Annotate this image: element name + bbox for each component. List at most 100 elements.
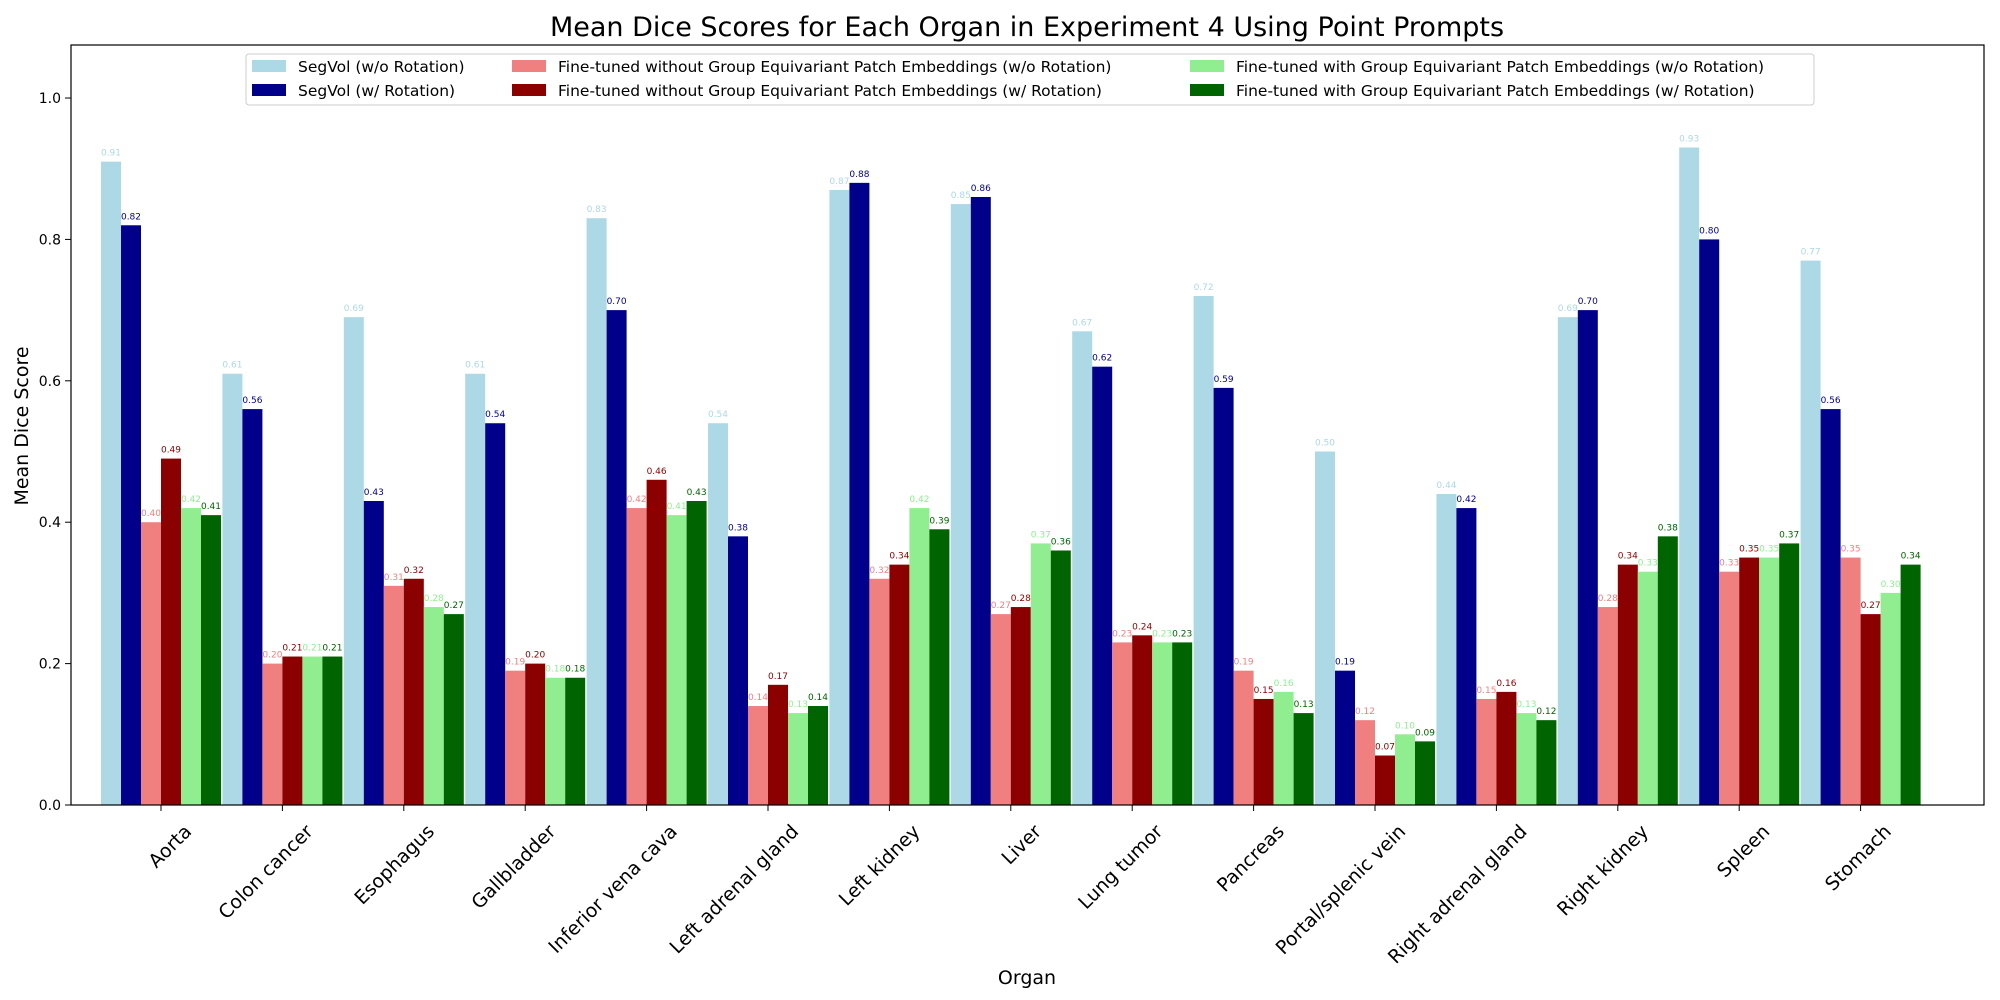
data-label-3-11: 0.16 — [1496, 679, 1516, 689]
bar-2-10 — [1355, 720, 1375, 805]
bar-2-8 — [1112, 642, 1133, 805]
data-label-0-7: 0.85 — [951, 191, 971, 201]
data-label-4-0: 0.42 — [181, 495, 201, 505]
data-label-4-4: 0.41 — [667, 502, 687, 512]
y-tick-label: 0.2 — [39, 657, 61, 673]
bar-4-7 — [1030, 543, 1051, 805]
x-tick-label: Lung tumor — [1074, 820, 1167, 913]
data-label-2-8: 0.23 — [1112, 629, 1132, 639]
bar-1-7 — [970, 197, 991, 805]
legend-swatch-0 — [252, 60, 286, 72]
legend-swatch-5 — [1190, 84, 1224, 96]
bar-3-7 — [1010, 607, 1031, 805]
data-label-2-13: 0.33 — [1719, 559, 1739, 569]
legend-box — [245, 53, 1815, 106]
bar-1-13 — [1699, 239, 1720, 806]
data-label-1-6: 0.88 — [849, 170, 869, 180]
bar-4-3 — [545, 677, 566, 805]
bar-0-0 — [101, 161, 121, 805]
data-label-0-13: 0.93 — [1679, 135, 1699, 145]
data-label-3-13: 0.35 — [1739, 545, 1759, 555]
legend-label-4: Fine-tuned with Group Equivariant Patch … — [1236, 58, 1764, 76]
legend-swatch-4 — [1190, 60, 1224, 72]
data-label-2-12: 0.28 — [1598, 594, 1618, 604]
bar-5-14 — [1900, 564, 1921, 805]
data-label-5-6: 0.39 — [929, 516, 949, 526]
bar-4-13 — [1759, 557, 1780, 805]
bar-3-12 — [1617, 564, 1638, 805]
data-label-4-13: 0.35 — [1759, 545, 1779, 555]
data-label-1-8: 0.62 — [1092, 354, 1112, 364]
legend-swatch-3 — [512, 84, 546, 96]
x-tick-label: Inferior vena cava — [544, 821, 681, 958]
bar-0-12 — [1557, 317, 1578, 805]
bar-2-13 — [1719, 571, 1740, 805]
bar-0-8 — [1072, 331, 1093, 805]
bar-0-2 — [343, 317, 364, 805]
bar-4-4 — [666, 515, 687, 805]
data-label-3-10: 0.07 — [1375, 743, 1395, 753]
data-label-3-12: 0.34 — [1618, 552, 1638, 562]
bar-2-12 — [1597, 607, 1618, 805]
bar-1-14 — [1820, 409, 1841, 805]
data-label-5-8: 0.23 — [1172, 629, 1192, 639]
bar-3-9 — [1253, 698, 1274, 805]
x-tick-label: Pancreas — [1213, 821, 1289, 897]
data-label-5-4: 0.43 — [687, 488, 707, 498]
bar-0-3 — [465, 373, 486, 805]
data-label-1-12: 0.70 — [1578, 297, 1598, 307]
data-label-4-1: 0.21 — [302, 644, 322, 654]
data-label-1-2: 0.43 — [364, 488, 384, 498]
data-label-1-9: 0.59 — [1214, 375, 1234, 385]
x-tick-label: Portal/splenic vein — [1272, 821, 1411, 960]
x-tick-label: Right adrenal gland — [1384, 821, 1532, 969]
bar-2-1 — [262, 663, 283, 805]
bar-1-0 — [121, 225, 141, 806]
bar-5-2 — [443, 614, 464, 805]
legend-label-3: Fine-tuned without Group Equivariant Pat… — [558, 82, 1102, 100]
bar-1-5 — [728, 536, 748, 805]
legend-label-1: SegVol (w/ Rotation) — [298, 82, 455, 100]
data-label-5-12: 0.38 — [1658, 523, 1678, 533]
data-label-2-1: 0.20 — [262, 651, 282, 661]
data-label-2-11: 0.15 — [1476, 686, 1496, 696]
bar-0-11 — [1436, 493, 1457, 805]
bar-4-11 — [1516, 713, 1537, 805]
data-label-1-14: 0.56 — [1821, 396, 1841, 406]
data-label-1-4: 0.70 — [607, 297, 627, 307]
y-tick-label: 0.6 — [39, 374, 61, 390]
x-tick-label: Left kidney — [835, 821, 925, 911]
bar-3-6 — [889, 564, 910, 805]
data-label-0-0: 0.91 — [101, 149, 121, 159]
data-label-4-12: 0.33 — [1638, 559, 1658, 569]
bar-0-4 — [586, 218, 607, 806]
data-label-0-5: 0.54 — [708, 410, 728, 420]
data-label-3-2: 0.32 — [404, 566, 424, 576]
data-label-0-9: 0.72 — [1194, 283, 1214, 293]
bar-1-9 — [1213, 387, 1234, 805]
data-label-3-1: 0.21 — [282, 644, 302, 654]
legend-label-2: Fine-tuned without Group Equivariant Pat… — [558, 58, 1111, 76]
bar-5-6 — [929, 529, 950, 805]
bar-4-12 — [1637, 571, 1658, 805]
bar-5-1 — [322, 656, 343, 805]
data-label-5-13: 0.37 — [1779, 530, 1799, 540]
x-tick-label: Gallbladder — [467, 820, 560, 913]
bar-4-1 — [302, 656, 323, 805]
bar-2-9 — [1233, 670, 1254, 805]
data-label-5-0: 0.41 — [201, 502, 221, 512]
chart-title: Mean Dice Scores for Each Organ in Exper… — [550, 12, 1504, 43]
data-label-5-7: 0.36 — [1051, 537, 1071, 547]
data-label-5-9: 0.13 — [1294, 700, 1314, 710]
bar-3-0 — [161, 458, 181, 805]
data-label-0-6: 0.87 — [829, 177, 849, 187]
data-label-3-4: 0.46 — [647, 467, 667, 477]
data-label-3-0: 0.49 — [161, 446, 181, 456]
data-label-0-14: 0.77 — [1801, 248, 1821, 258]
bar-1-11 — [1456, 508, 1477, 805]
data-labels-layer: 0.91 0.61 0.69 0.61 0.83 0.54 0.87 0.85 0.67 0.72… — [101, 135, 1921, 753]
bar-3-5 — [768, 684, 788, 805]
bar-5-13 — [1779, 543, 1800, 805]
bar-0-6 — [829, 189, 850, 805]
bar-4-0 — [181, 508, 201, 805]
